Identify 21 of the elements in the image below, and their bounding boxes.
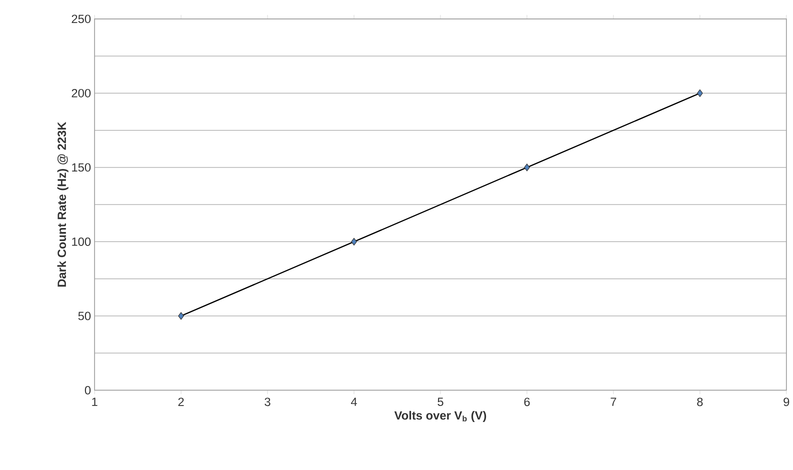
- y-tick-label: 50: [78, 312, 91, 320]
- x-tick-label: 7: [610, 398, 616, 406]
- y-tick-label: 100: [72, 238, 91, 246]
- y-tick-label: 0: [84, 386, 91, 394]
- x-tick-label: 3: [264, 398, 270, 406]
- point: [524, 164, 530, 172]
- x-tick-label: 4: [350, 398, 357, 406]
- point: [697, 89, 703, 98]
- x-tick-label: 9: [784, 398, 790, 406]
- x-tick-label: 6: [524, 398, 530, 406]
- x-axis-title: Volts over V$_{b}$ (V): [394, 411, 486, 422]
- y-tick-label: 200: [72, 89, 91, 98]
- point: [178, 312, 184, 320]
- x-tick-label: 2: [178, 398, 184, 406]
- x-tick-label: 5: [438, 398, 444, 406]
- x-tick-label: 8: [697, 398, 703, 406]
- y-axis-title: Dark Count Rate (Hz) @ 223K: [57, 122, 68, 287]
- y-tick-label: 150: [72, 163, 91, 172]
- point: [351, 238, 357, 246]
- y-tick-label: 250: [72, 14, 91, 24]
- x-tick-label: 1: [92, 398, 98, 406]
